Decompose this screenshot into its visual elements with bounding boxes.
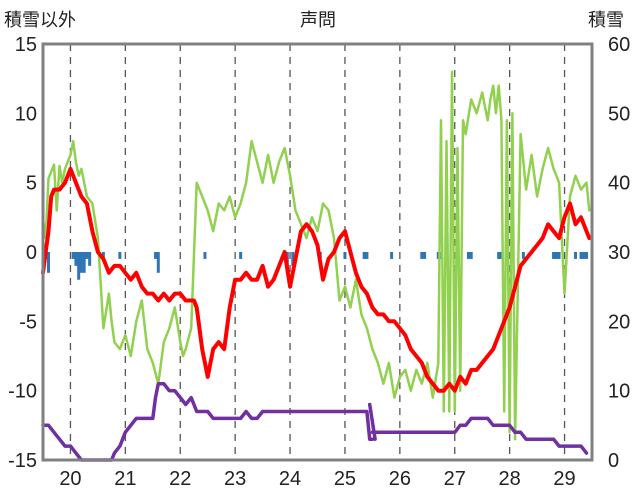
x-tick-label-23: 23 [224, 468, 246, 490]
bar-blue-2 [71, 252, 75, 259]
left-tick-label-0: 0 [26, 242, 37, 264]
bar-blue-10 [118, 252, 122, 259]
bar-blue-21 [390, 252, 394, 259]
x-tick-label-29: 29 [553, 468, 575, 490]
bar-blue-16 [291, 252, 295, 266]
bar-blue-12 [156, 252, 160, 273]
gridlines [69, 44, 566, 460]
bar-blue-9 [101, 252, 105, 259]
bar-blue-6 [82, 252, 86, 273]
bar-blue-11 [154, 252, 158, 259]
right-tick-label-10: 10 [608, 381, 630, 403]
chart-title: 声問 [300, 10, 336, 31]
right-tick-label-50: 50 [608, 103, 630, 125]
series-green-line [41, 70, 591, 441]
right-tick-label-40: 40 [608, 173, 630, 195]
bar-blue-32 [552, 252, 556, 259]
series-purple-segment-0 [41, 381, 375, 462]
right-tick-label-30: 30 [608, 242, 630, 264]
bar-blue-27 [466, 252, 470, 259]
x-tick-label-22: 22 [169, 468, 191, 490]
bar-blue-35 [574, 252, 578, 259]
left-tick-label-15: 15 [15, 34, 37, 56]
x-tick-label-27: 27 [444, 468, 466, 490]
bar-blue-4 [77, 252, 81, 280]
bar-blue-1 [46, 252, 50, 273]
bar-blue-20 [365, 252, 369, 259]
x-tick-label-21: 21 [114, 468, 136, 490]
bar-blue-34 [557, 252, 561, 259]
left-tick-label--15: -15 [8, 450, 37, 472]
bar-blue-38 [585, 252, 589, 259]
bar-blue-37 [582, 252, 586, 259]
right-axis-label: 積雪 [588, 10, 624, 31]
bar-blue-25 [439, 252, 443, 259]
bar-blue-23 [423, 252, 427, 259]
bar-blue-18 [343, 252, 347, 259]
bar-blue-28 [469, 252, 473, 259]
right-tick-label-0: 0 [608, 450, 619, 472]
bar-blue-8 [88, 252, 92, 266]
x-tick-label-26: 26 [389, 468, 411, 490]
left-tick-label--10: -10 [8, 381, 37, 403]
series-red-line [41, 166, 592, 393]
bar-blue-7 [85, 252, 89, 259]
bar-blue-30 [499, 252, 503, 259]
left-tick-label--5: -5 [19, 311, 37, 333]
right-tick-label-20: 20 [608, 311, 630, 333]
bar-blue-33 [554, 252, 558, 259]
bar-blue-13 [203, 252, 207, 259]
plot-frame [41, 42, 594, 462]
left-axis-label: 積雪以外 [4, 10, 76, 31]
x-tick-label-24: 24 [279, 468, 301, 490]
bar-blue-36 [579, 252, 583, 259]
x-tick-label-28: 28 [499, 468, 521, 490]
left-tick-label-10: 10 [15, 103, 37, 125]
x-tick-label-20: 20 [59, 468, 81, 490]
bar-blue-31 [521, 252, 525, 259]
series-purple-segment-2 [370, 416, 589, 455]
bar-blue-5 [79, 252, 83, 273]
bar-blue-19 [362, 252, 366, 259]
bar-blue-22 [420, 252, 424, 259]
tick-labels: 20 21 22 23 24 25 26 27 28 29 -15 -10 -5 0 5 10 15 0 10 20 3… [8, 34, 630, 490]
bar-blue-14 [239, 252, 243, 259]
bar-blue-29 [497, 252, 501, 259]
left-tick-label-5: 5 [26, 173, 37, 195]
right-tick-label-60: 60 [608, 34, 630, 56]
x-tick-label-25: 25 [334, 468, 356, 490]
bar-blue-3 [74, 252, 78, 266]
